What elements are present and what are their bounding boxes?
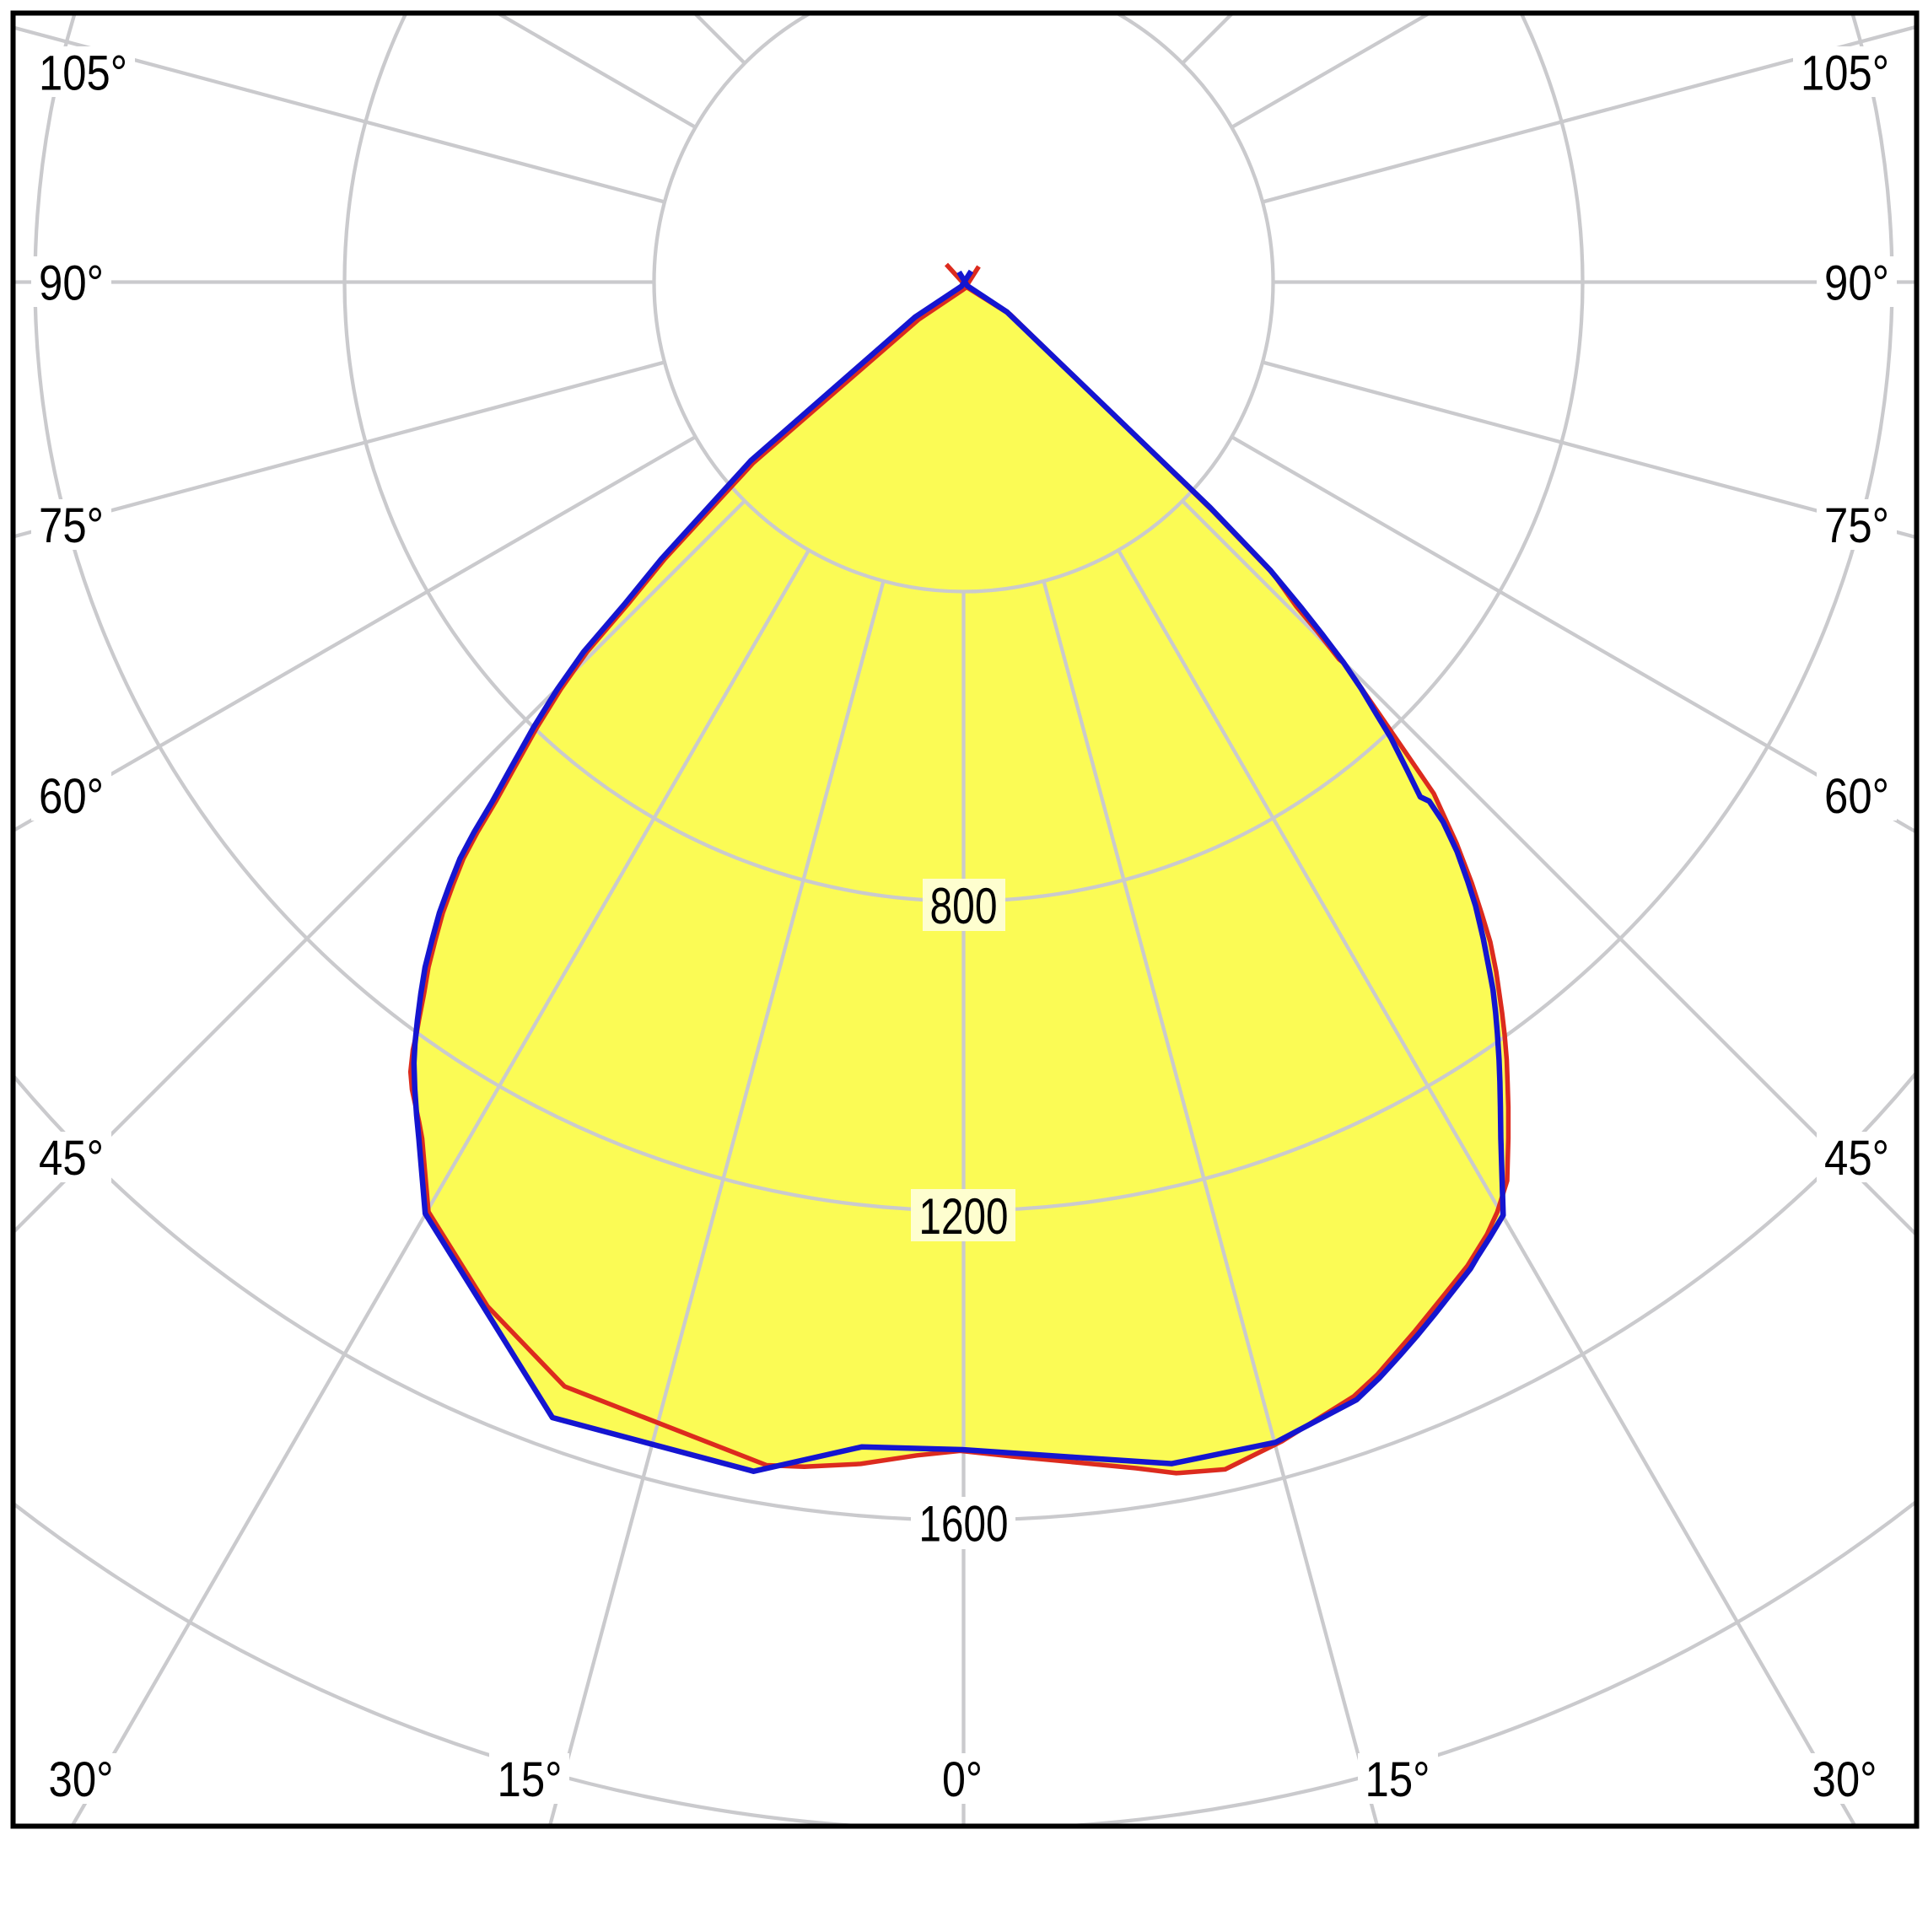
svg-text:105°: 105° (1801, 46, 1889, 101)
svg-text:15°: 15° (498, 1752, 563, 1807)
svg-text:90°: 90° (1824, 256, 1889, 311)
svg-text:45°: 45° (1824, 1131, 1889, 1186)
svg-text:60°: 60° (39, 769, 104, 824)
svg-text:60°: 60° (1824, 769, 1889, 824)
svg-text:1600: 1600 (919, 1495, 1009, 1552)
svg-text:800: 800 (930, 878, 998, 934)
svg-text:75°: 75° (39, 498, 104, 553)
svg-text:30°: 30° (49, 1752, 114, 1807)
svg-text:75°: 75° (1824, 498, 1889, 553)
svg-text:0°: 0° (942, 1752, 983, 1807)
svg-text:90°: 90° (39, 256, 104, 311)
svg-text:15°: 15° (1365, 1752, 1430, 1807)
svg-text:30°: 30° (1812, 1752, 1877, 1807)
svg-text:1200: 1200 (919, 1188, 1009, 1245)
svg-text:105°: 105° (39, 46, 127, 101)
svg-text:45°: 45° (39, 1131, 104, 1186)
